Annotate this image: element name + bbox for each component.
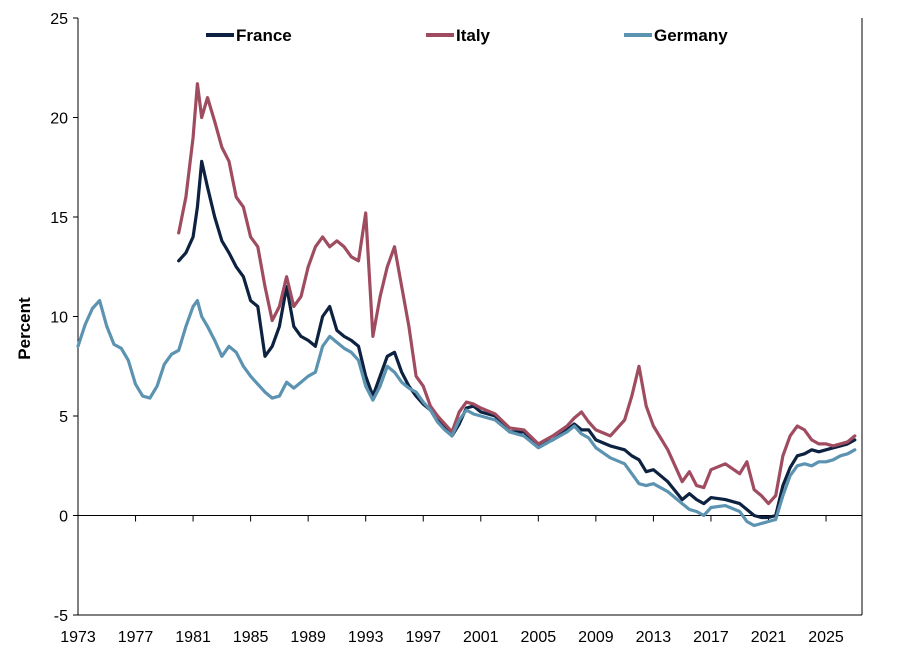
- x-tick-label: 1981: [175, 629, 211, 646]
- x-tick-label: 1973: [60, 629, 96, 646]
- x-tick-label: 1989: [290, 629, 326, 646]
- x-tick-label: 1993: [348, 629, 384, 646]
- y-tick-label: 20: [50, 111, 68, 128]
- y-tick-label: 25: [50, 11, 68, 28]
- y-tick-label: 10: [50, 310, 68, 327]
- x-tick-label: 2017: [693, 629, 729, 646]
- series-line-france: [177, 159, 857, 520]
- legend-label-germany: Germany: [654, 26, 728, 45]
- x-tick-label: 2025: [808, 629, 844, 646]
- legend: France Italy Germany: [206, 26, 728, 45]
- x-tick-label: 2001: [463, 629, 499, 646]
- x-tick-label: 2013: [636, 629, 672, 646]
- series-lines: [76, 82, 857, 528]
- series-line-germany: [76, 299, 857, 528]
- legend-label-france: France: [236, 26, 292, 45]
- y-tick-label: 5: [59, 409, 68, 426]
- x-tick-label: 2009: [578, 629, 614, 646]
- y-tick-label: 15: [50, 210, 68, 227]
- x-tick-label: 1985: [233, 629, 269, 646]
- x-tick-label: 1977: [118, 629, 154, 646]
- y-tick-label: -5: [54, 608, 68, 625]
- legend-label-italy: Italy: [456, 26, 491, 45]
- x-tick-label: 1997: [405, 629, 441, 646]
- x-tick-label: 2005: [521, 629, 557, 646]
- x-tick-label: 2021: [751, 629, 787, 646]
- y-axis-title: Percent: [15, 297, 34, 360]
- series-line-italy: [177, 82, 857, 506]
- y-tick-label: 0: [59, 509, 68, 526]
- axes: 25 20 15 10 5 0 -5 1973 1977 1981 1985 1989 1993 1997…: [50, 11, 863, 646]
